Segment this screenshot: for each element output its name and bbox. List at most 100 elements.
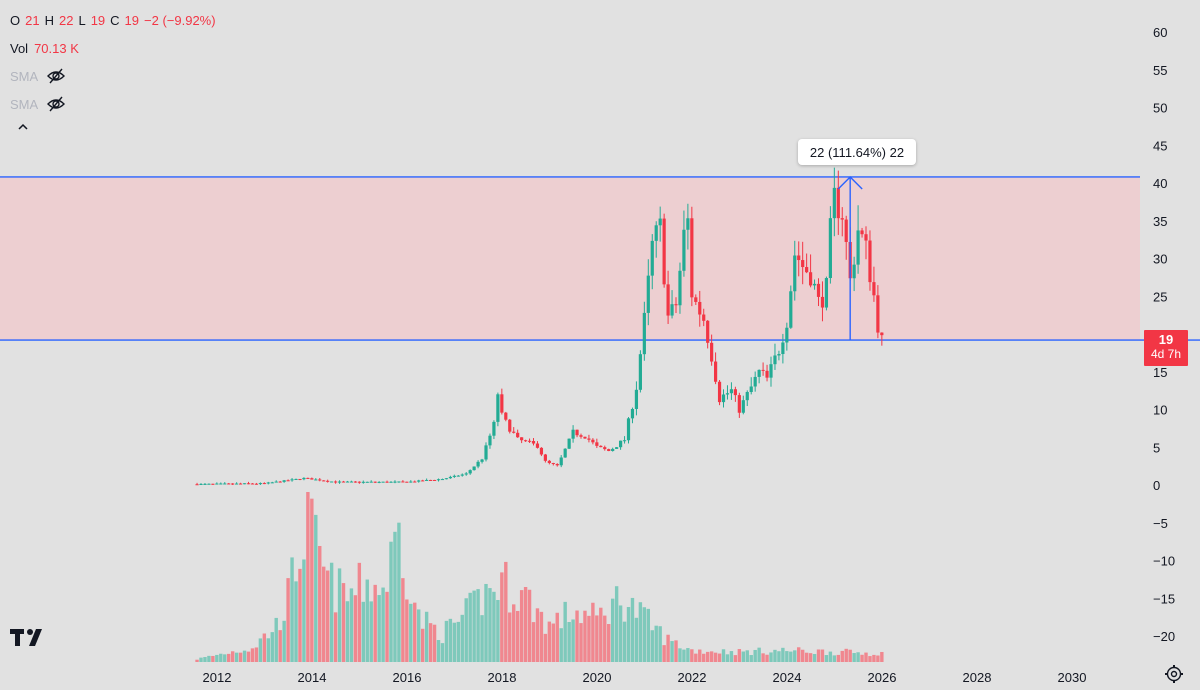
volume-bar	[420, 628, 425, 662]
volume-bar	[424, 611, 429, 662]
volume-bar	[638, 602, 643, 662]
range-zone[interactable]	[0, 176, 1140, 341]
time-axis: 2012 2014 2016 2018 2020 2022 2024 2026 2028 2030	[203, 670, 1087, 685]
volume-bar	[464, 598, 468, 662]
candle-body	[579, 435, 583, 437]
chevron-up-icon[interactable]	[16, 120, 30, 134]
volume-bar	[250, 648, 255, 662]
tradingview-logo[interactable]	[10, 626, 48, 648]
sma-row-2[interactable]: SMA	[10, 90, 216, 118]
low-value: 19	[90, 12, 106, 28]
candle-body	[717, 381, 722, 403]
volume-bar	[587, 615, 591, 662]
candle-body	[286, 480, 290, 482]
volume-bar	[345, 601, 350, 662]
sma-row-1[interactable]: SMA	[10, 62, 216, 90]
candle-body	[302, 477, 306, 480]
y-tick-label: 5	[1153, 440, 1160, 455]
gear-icon[interactable]	[1164, 664, 1184, 684]
volume-bar	[472, 590, 476, 662]
volume-bar	[302, 559, 306, 662]
candle-body	[840, 218, 844, 220]
volume-bar	[567, 622, 571, 662]
x-tick-label: 2030	[1058, 670, 1087, 685]
volume-bar	[666, 634, 670, 662]
candle-body	[820, 296, 825, 308]
volume-bar	[223, 654, 227, 662]
volume-bar	[749, 655, 753, 662]
candle-body	[587, 438, 591, 440]
candle-body	[326, 480, 330, 482]
volume-bar	[488, 588, 492, 662]
volume-bar	[211, 655, 215, 662]
volume-bar	[397, 522, 401, 662]
candle-body	[836, 187, 840, 219]
candle-body	[448, 476, 452, 479]
close-label: C	[110, 12, 120, 28]
volume-bar	[840, 650, 844, 662]
candle-body	[777, 354, 781, 356]
volume-bar	[789, 651, 793, 662]
volume-bar	[694, 653, 698, 662]
candle-body	[690, 218, 694, 298]
volume-bar	[460, 614, 464, 662]
volume-bar	[215, 654, 219, 662]
volume-bar	[365, 579, 369, 662]
candle-body	[349, 481, 354, 483]
candle-body	[575, 429, 579, 436]
candle-body	[721, 394, 726, 403]
candle-body	[571, 429, 575, 439]
candle-body	[789, 291, 793, 328]
volume-bar	[227, 653, 231, 662]
candle-body	[480, 459, 484, 462]
volume-bar	[262, 633, 267, 662]
candle-body	[583, 436, 587, 439]
volume-bar	[476, 589, 480, 662]
volume-bar	[539, 611, 544, 662]
x-tick-label: 2024	[773, 670, 802, 685]
candle-body	[599, 445, 603, 448]
volume-bar	[500, 572, 504, 662]
volume-bar	[864, 652, 868, 662]
eye-off-icon[interactable]	[46, 68, 66, 84]
candle-body	[223, 483, 227, 485]
y-tick-label: 50	[1153, 101, 1167, 116]
measure-arrow-head[interactable]	[837, 175, 863, 190]
y-tick-label: 25	[1153, 289, 1167, 304]
candle-body	[262, 483, 266, 485]
volume-bar	[448, 618, 453, 662]
candle-body	[678, 270, 682, 306]
volume-bar	[634, 617, 639, 662]
candle-body	[377, 481, 381, 483]
volume-bar	[547, 621, 552, 662]
volume-bar	[658, 626, 662, 662]
volume-bar	[318, 545, 322, 662]
candle-body	[543, 454, 547, 461]
volume-bar	[203, 657, 207, 662]
volume-bar	[757, 647, 761, 662]
volume-bar	[702, 653, 706, 662]
volume-bar	[630, 597, 635, 662]
volume-bar	[555, 612, 559, 662]
volume-bar	[207, 655, 211, 662]
eye-off-icon[interactable]	[46, 96, 66, 112]
volume-bar	[583, 610, 587, 662]
candle-body	[749, 386, 753, 393]
candle-body	[242, 483, 247, 485]
candle-body	[333, 481, 338, 483]
x-tick-label: 2018	[488, 670, 517, 685]
volume-bar	[551, 623, 555, 662]
volume-bar	[575, 610, 579, 662]
candle-body	[872, 282, 876, 296]
volume-bar	[785, 651, 789, 662]
y-tick-label: 55	[1153, 63, 1167, 78]
volume-bar	[349, 588, 354, 662]
volume-bar	[512, 604, 516, 662]
volume-bar	[409, 603, 413, 662]
y-tick-label: 0	[1153, 478, 1160, 493]
volume-bar	[626, 607, 631, 662]
close-value: 19	[124, 12, 140, 28]
candle-body	[357, 481, 361, 483]
ohlc-row: O 21 H 22 L 19 C 19 −2 (−9.92%)	[10, 6, 216, 34]
